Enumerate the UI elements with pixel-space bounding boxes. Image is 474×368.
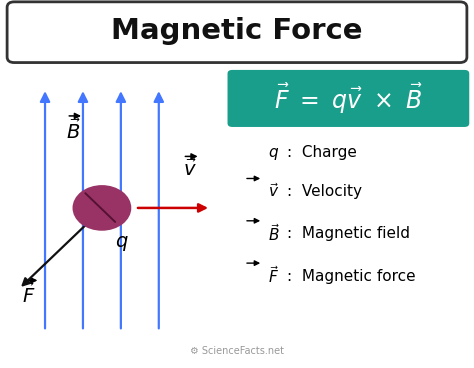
Text: Magnetic Force: Magnetic Force: [111, 17, 363, 45]
Text: $\vec{B}$: $\vec{B}$: [66, 118, 81, 143]
Text: $\vec{B}$: $\vec{B}$: [268, 223, 280, 244]
Text: $\vec{F}$: $\vec{F}$: [22, 282, 35, 307]
Text: :  Magnetic field: : Magnetic field: [287, 226, 410, 241]
Text: $\vec{F}$: $\vec{F}$: [268, 266, 279, 286]
Text: $\vec{v}$: $\vec{v}$: [268, 183, 279, 200]
FancyBboxPatch shape: [7, 2, 467, 63]
Text: :  Velocity: : Velocity: [287, 184, 362, 199]
Text: $\vec{F}\ =\ q\vec{v}\ \times\ \vec{B}$: $\vec{F}\ =\ q\vec{v}\ \times\ \vec{B}$: [274, 81, 423, 116]
Text: :  Charge: : Charge: [287, 145, 356, 160]
Text: $\vec{v}$: $\vec{v}$: [182, 159, 197, 180]
Circle shape: [73, 185, 131, 231]
Text: q: q: [268, 145, 277, 160]
Text: ⚙ ScienceFacts.net: ⚙ ScienceFacts.net: [190, 346, 284, 357]
FancyBboxPatch shape: [228, 70, 469, 127]
Text: :  Magnetic force: : Magnetic force: [287, 269, 415, 283]
Text: q: q: [115, 231, 127, 251]
